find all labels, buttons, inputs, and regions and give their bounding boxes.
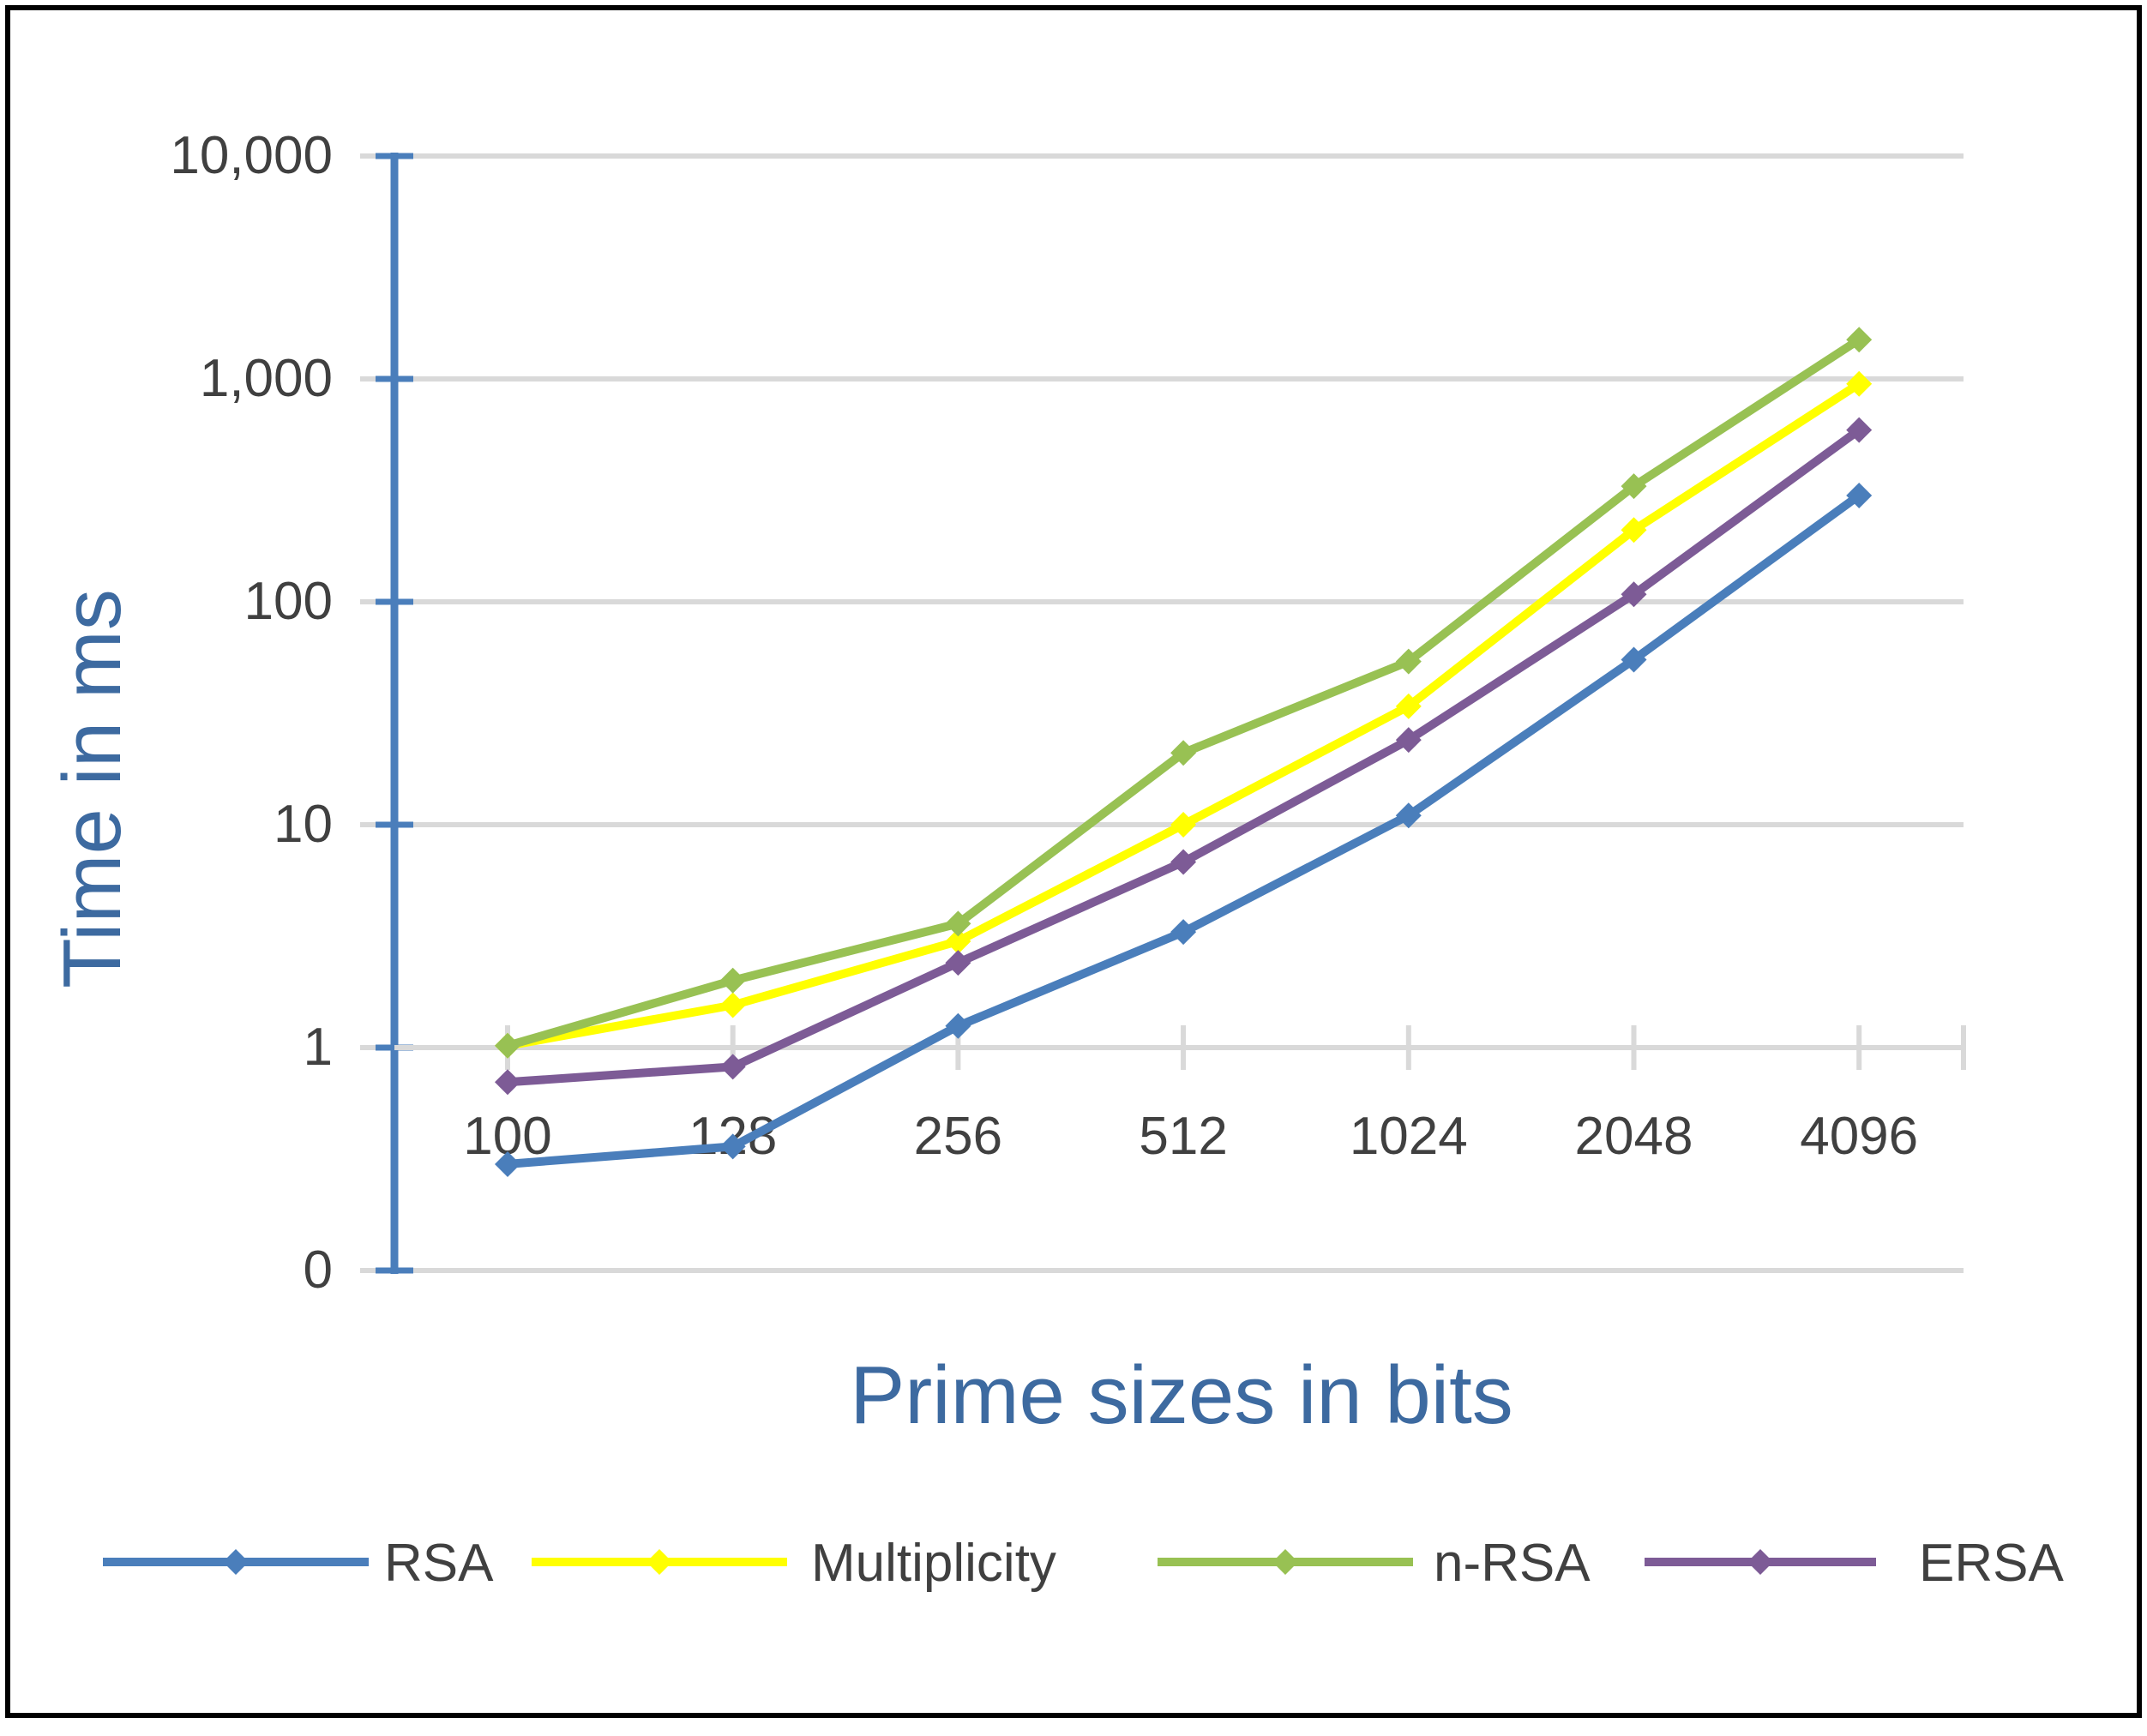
data-point	[1846, 370, 1873, 397]
data-point	[1395, 727, 1422, 754]
data-point	[1170, 849, 1197, 875]
data-point	[719, 1133, 746, 1160]
data-point	[1170, 812, 1197, 838]
data-point	[1846, 482, 1873, 508]
chart-border	[5, 5, 2142, 1718]
data-point	[945, 950, 971, 976]
y-tick-label: 100	[244, 572, 333, 631]
axes	[376, 153, 1966, 1274]
series-multiplicity	[495, 370, 1873, 1059]
legend-marker	[1747, 1549, 1773, 1575]
y-tick-label: 0	[304, 1240, 333, 1300]
data-point	[945, 928, 971, 954]
data-point	[495, 1069, 520, 1096]
data-point	[719, 967, 746, 994]
x-tick-label: 256	[914, 1107, 1002, 1166]
data-point	[945, 910, 971, 937]
legend-label: ERSA	[1919, 1534, 2064, 1593]
data-point	[1621, 646, 1647, 673]
series-lines	[495, 327, 1873, 1177]
series-rsa	[495, 482, 1873, 1177]
legend-item: Multiplicity	[532, 1534, 1056, 1593]
legend-marker	[647, 1549, 672, 1575]
series-n-rsa	[495, 327, 1873, 1059]
data-point	[1170, 740, 1197, 766]
x-tick-label: 4096	[1800, 1107, 1918, 1166]
x-axis-label: Prime sizes in bits	[850, 1349, 1513, 1441]
data-point	[1395, 693, 1422, 719]
legend-marker	[1272, 1549, 1298, 1575]
data-point	[1621, 473, 1647, 500]
legend-label: Multiplicity	[811, 1534, 1056, 1593]
y-tick-label: 1	[304, 1018, 333, 1077]
y-tick-label: 10,000	[170, 126, 333, 185]
legend-label: RSA	[384, 1534, 494, 1593]
legend-label: n-RSA	[1434, 1534, 1591, 1593]
data-point	[719, 992, 746, 1018]
legend: RSA Multiplicity n-RSA ERSA	[103, 1534, 2064, 1593]
x-tick-label: 1024	[1350, 1107, 1468, 1166]
legend-marker	[223, 1549, 249, 1575]
data-point	[1621, 517, 1647, 544]
y-axis-label: Time in ms	[46, 589, 138, 988]
data-point	[495, 1150, 520, 1177]
data-point	[1170, 919, 1197, 946]
series-ersa	[495, 417, 1873, 1096]
data-point	[1621, 581, 1647, 608]
x-tick-label: 512	[1139, 1107, 1227, 1166]
x-tick-label: 2048	[1575, 1107, 1693, 1166]
legend-item: ERSA	[1645, 1534, 2064, 1593]
data-point	[495, 1032, 520, 1059]
data-point	[1846, 327, 1873, 353]
legend-item: RSA	[103, 1534, 494, 1593]
data-point	[945, 1012, 971, 1039]
legend-item: n-RSA	[1158, 1534, 1591, 1593]
y-tick-label: 1,000	[200, 349, 333, 408]
data-point	[1846, 417, 1873, 443]
data-point	[1395, 802, 1422, 829]
data-point	[1395, 648, 1422, 675]
y-tick-label: 10	[274, 795, 333, 854]
data-point	[719, 1054, 746, 1080]
